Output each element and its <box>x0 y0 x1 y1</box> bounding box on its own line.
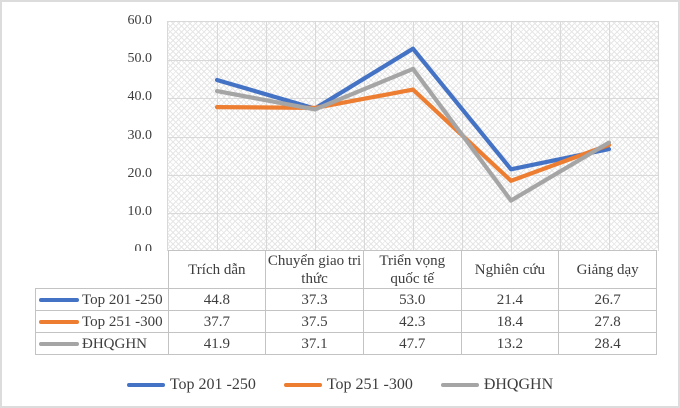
vertical-gridline <box>217 22 218 251</box>
table-row-top-251-300: Top 251 -300 37.7 37.5 42.3 18.4 27.8 <box>35 310 657 333</box>
column-header-gi-ng-d-y: Giảng dạy <box>558 250 657 289</box>
value-cell: 53.0 <box>362 288 462 311</box>
legend-key-line-icon <box>126 383 165 387</box>
value-cell: 37.5 <box>265 310 364 333</box>
column-header-nghi-n-c-u: Nghiên cứu <box>460 250 560 289</box>
vertical-gridline <box>511 22 512 251</box>
legend-entry-top-251-300: Top 251 -300 <box>283 376 413 394</box>
y-axis-tick-label: 40.0 <box>127 89 153 105</box>
table-body: Top 201 -250 44.8 37.3 53.0 21.4 26.7 Top 251 … <box>35 288 657 355</box>
legend-entry-hqghn: ĐHQGHN <box>440 376 554 394</box>
series-key-line-icon <box>39 341 79 346</box>
value-cell: 44.8 <box>167 288 267 311</box>
value-cell: 37.7 <box>167 310 267 333</box>
series-name-cell: Top 251 -300 <box>35 310 169 333</box>
series-key-line-icon <box>39 319 79 324</box>
table-row-top-201-250: Top 201 -250 44.8 37.3 53.0 21.4 26.7 <box>35 288 657 311</box>
column-header-chuy-n-giao-tri-th-c: Chuyển giao tri thức <box>265 250 364 289</box>
vertical-gridline <box>266 22 267 251</box>
legend-entry-top-201-250: Top 201 -250 <box>126 376 256 394</box>
value-cell: 28.4 <box>558 332 657 355</box>
line-series-canvas <box>214 46 612 203</box>
y-axis-tick-label: 20.0 <box>127 165 153 181</box>
column-header-tr-ch-d-n: Trích dẫn <box>167 250 267 289</box>
series-line-top-201-250 <box>214 46 612 172</box>
legend-label: Top 251 -300 <box>326 376 413 393</box>
column-header-tri-n-v-ng-qu-c-t: Triển vọng quốc tế <box>362 250 462 289</box>
table-header-row: Trích dẫn Chuyển giao tri thức Triển vọng … <box>35 250 657 289</box>
legend: Top 201 -250 Top 251 -300 ĐHQGHN <box>2 372 678 398</box>
y-axis-tick-label: 50.0 <box>127 51 153 67</box>
series-name-label: ĐHQGHN <box>82 335 147 352</box>
series-name-cell: ĐHQGHN <box>35 332 169 355</box>
y-axis-tick-label: 60.0 <box>127 13 153 28</box>
y-axis-tick-label: 10.0 <box>127 203 153 219</box>
legend-label: ĐHQGHN <box>483 376 554 393</box>
series-line-hqghn <box>214 66 612 203</box>
table-corner-cell <box>35 250 168 289</box>
series-name-label: Top 251 -300 <box>82 313 163 330</box>
legend-key-line-icon <box>283 383 322 387</box>
vertical-gridline <box>609 22 610 251</box>
vertical-gridline <box>560 22 561 251</box>
value-cell: 41.9 <box>167 332 267 355</box>
y-axis: 60.0 50.0 40.0 30.0 20.0 10.0 0.0 <box>2 13 153 257</box>
vertical-gridline <box>364 22 365 251</box>
value-cell: 21.4 <box>460 288 560 311</box>
value-cell: 47.7 <box>362 332 462 355</box>
series-name-label: Top 201 -250 <box>82 291 163 308</box>
value-cell: 42.3 <box>362 310 462 333</box>
series-line-top-251-300 <box>214 87 612 183</box>
value-cell: 37.1 <box>265 332 364 355</box>
vertical-gridline <box>413 22 414 251</box>
series-key-line-icon <box>39 297 79 302</box>
value-cell: 26.7 <box>558 288 657 311</box>
table-row-hqghn: ĐHQGHN 41.9 37.1 47.7 13.2 28.4 <box>35 332 657 355</box>
data-table: Trích dẫn Chuyển giao tri thức Triển vọng … <box>35 250 657 355</box>
value-cell: 18.4 <box>460 310 560 333</box>
legend-label: Top 201 -250 <box>169 376 256 393</box>
series-name-cell: Top 201 -250 <box>35 288 169 311</box>
value-cell: 13.2 <box>460 332 560 355</box>
value-cell: 37.3 <box>265 288 364 311</box>
legend-key-line-icon <box>440 383 479 387</box>
y-axis-tick-label: 30.0 <box>127 127 153 143</box>
vertical-gridline <box>315 22 316 251</box>
value-cell: 27.8 <box>558 310 657 333</box>
plot-area <box>167 21 659 251</box>
